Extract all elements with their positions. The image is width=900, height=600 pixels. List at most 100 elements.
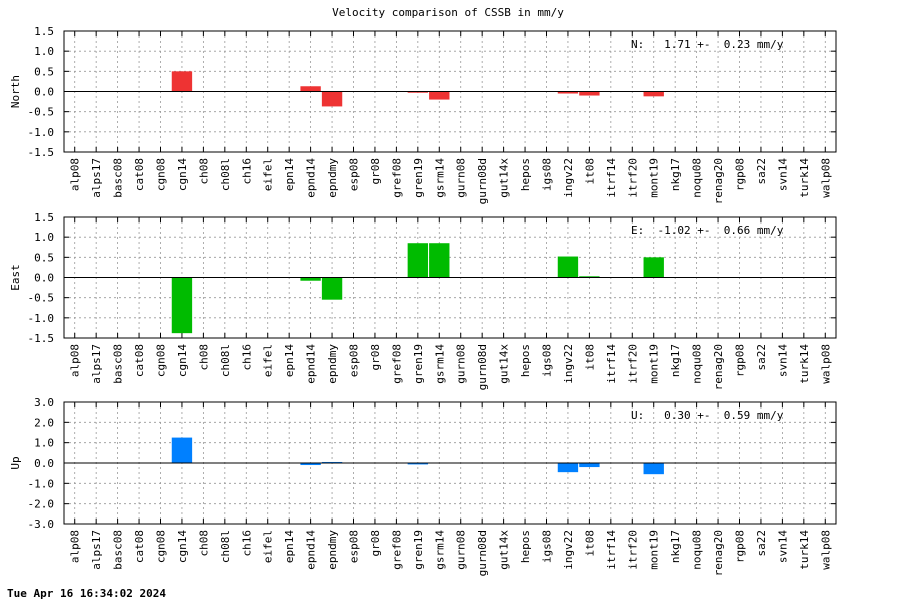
east-x-tick-label: gurn08 xyxy=(455,344,468,384)
east-axis-label: East xyxy=(9,264,22,291)
east-x-tick-label: igs08 xyxy=(541,344,554,377)
up-y-tick-label: 1.0 xyxy=(34,437,54,450)
north-x-tick-label: mont19 xyxy=(648,158,661,198)
east-x-tick-label: svn14 xyxy=(776,344,789,377)
east-bar-ingv22 xyxy=(557,256,579,278)
up-x-tick-label: epn14 xyxy=(283,530,296,563)
north-x-tick-label: cgn08 xyxy=(155,158,168,191)
east-x-tick-label: esp08 xyxy=(348,344,361,377)
up-x-tick-label: hepos xyxy=(519,530,532,563)
east-bar-mont19 xyxy=(643,257,664,278)
north-x-tick-label: alp08 xyxy=(69,158,82,191)
north-bar-gren19 xyxy=(407,91,429,93)
north-x-tick-label: itrf14 xyxy=(605,158,618,198)
north-x-tick-label: gurn08d xyxy=(476,158,489,204)
north-bar-cgn14 xyxy=(171,71,193,92)
east-x-tick-label: basc08 xyxy=(112,344,125,384)
chart-title: Velocity comparison of CSSB in mm/y xyxy=(332,6,564,19)
east-x-tick-label: itrf20 xyxy=(626,344,639,384)
north-x-tick-label: epn14 xyxy=(283,158,296,191)
east-x-tick-label: alps17 xyxy=(90,344,103,384)
north-bar-mont19 xyxy=(643,91,664,97)
north-x-tick-label: itrf20 xyxy=(626,158,639,198)
up-x-tick-label: ch08 xyxy=(197,530,210,557)
up-x-tick-label: eifel xyxy=(262,530,275,563)
east-x-tick-label: epndmy xyxy=(326,344,339,384)
north-x-tick-label: turk14 xyxy=(798,158,811,198)
east-x-tick-label: cgn08 xyxy=(155,344,168,377)
north-x-tick-label: igs08 xyxy=(541,158,554,191)
east-x-tick-label: rgp08 xyxy=(734,344,747,377)
up-x-tick-label: gref08 xyxy=(390,530,403,570)
north-y-tick-label: 0.5 xyxy=(34,65,54,78)
up-x-tick-label: cgn08 xyxy=(155,530,168,563)
east-x-tick-label: ch08l xyxy=(219,344,232,377)
north-x-tick-label: hepos xyxy=(519,158,532,191)
up-y-tick-label: 2.0 xyxy=(34,416,54,429)
north-x-tick-label: basc08 xyxy=(112,158,125,198)
north-x-tick-label: rgp08 xyxy=(734,158,747,191)
up-x-tick-label: alps17 xyxy=(90,530,103,570)
east-y-tick-label: 0.5 xyxy=(34,251,54,264)
east-x-tick-label: ingv22 xyxy=(562,344,575,384)
up-x-tick-label: nkg17 xyxy=(669,530,682,563)
east-y-tick-label: 1.0 xyxy=(34,231,54,244)
up-y-tick-label: -3.0 xyxy=(28,518,55,531)
north-annotation: N: 1.71 +- 0.23 mm/y xyxy=(631,38,784,51)
east-x-tick-label: eifel xyxy=(262,344,275,377)
east-x-tick-label: turk14 xyxy=(798,344,811,384)
north-x-tick-label: gr08 xyxy=(369,158,382,185)
north-bar-epnd14 xyxy=(300,86,321,92)
east-x-tick-label: ch08 xyxy=(197,344,210,371)
up-x-tick-label: itrf14 xyxy=(605,530,618,570)
east-x-tick-label: gr08 xyxy=(369,344,382,371)
up-x-tick-label: gsrm14 xyxy=(433,530,446,570)
up-x-tick-label: svn14 xyxy=(776,530,789,563)
north-x-tick-label: eifel xyxy=(262,158,275,191)
chart-panels: 1.5 1.0 0.5 0.0 -0.5 -1.0 -1.5 alp08 alps17 basc0… xyxy=(9,25,837,576)
east-x-tick-label: renag20 xyxy=(712,344,725,390)
up-x-tick-label: ch16 xyxy=(240,530,253,557)
up-x-tick-label: gurn08 xyxy=(455,530,468,570)
north-x-tick-label: ch08 xyxy=(197,158,210,185)
east-x-tick-label: it08 xyxy=(583,344,596,371)
north-x-tick-label: esp08 xyxy=(348,158,361,191)
east-annotation: E: -1.02 +- 0.66 mm/y xyxy=(631,224,784,237)
up-x-tick-label: igs08 xyxy=(541,530,554,563)
north-x-tick-label: ch08l xyxy=(219,158,232,191)
up-x-tick-label: gren19 xyxy=(412,530,425,570)
up-bar-epndmy xyxy=(321,461,343,463)
north-x-tick-label: sa22 xyxy=(755,158,768,185)
north-y-tick-label: 0.0 xyxy=(34,86,54,99)
up-x-tick-label: ingv22 xyxy=(562,530,575,570)
east-panel: 1.5 1.0 0.5 0.0 -0.5 -1.0 -1.5 alp08 alps17 basc0… xyxy=(9,211,837,390)
north-x-tick-label: walp08 xyxy=(819,158,832,198)
up-x-tick-label: turk14 xyxy=(798,530,811,570)
east-x-tick-label: nkg17 xyxy=(669,344,682,377)
up-x-tick-label: gurn08d xyxy=(476,530,489,576)
north-x-tick-label: svn14 xyxy=(776,158,789,191)
north-x-tick-label: gut14x xyxy=(498,158,511,198)
up-y-tick-label: 0.0 xyxy=(34,457,54,470)
up-x-tick-label: noqu08 xyxy=(691,530,704,570)
north-y-tick-label: -1.5 xyxy=(28,146,55,159)
east-bar-cgn14 xyxy=(171,277,193,334)
east-x-tick-label: gsrm14 xyxy=(433,344,446,384)
east-x-tick-label: alp08 xyxy=(69,344,82,377)
up-panel: 3.0 2.0 1.0 0.0 -1.0 -2.0 -3.0 alp08 alps17 basc0… xyxy=(9,396,837,576)
east-x-tick-label: gurn08d xyxy=(476,344,489,390)
north-x-tick-label: renag20 xyxy=(712,158,725,204)
east-x-tick-label: epn14 xyxy=(283,344,296,377)
up-x-tick-label: esp08 xyxy=(348,530,361,563)
timestamp-label: Tue Apr 16 16:34:02 2024 xyxy=(7,587,166,600)
north-x-tick-label: it08 xyxy=(583,158,596,185)
north-bar-gsrm14 xyxy=(429,91,450,100)
up-x-tick-label: mont19 xyxy=(648,530,661,570)
north-x-tick-label: ingv22 xyxy=(562,158,575,198)
east-x-tick-label: cgn14 xyxy=(176,344,189,377)
up-bar-cgn14 xyxy=(171,437,193,463)
east-x-tick-label: gren19 xyxy=(412,344,425,384)
up-x-tick-label: epnd14 xyxy=(305,530,318,570)
north-x-tick-label: gren19 xyxy=(412,158,425,198)
north-x-tick-label: ch16 xyxy=(240,158,253,185)
